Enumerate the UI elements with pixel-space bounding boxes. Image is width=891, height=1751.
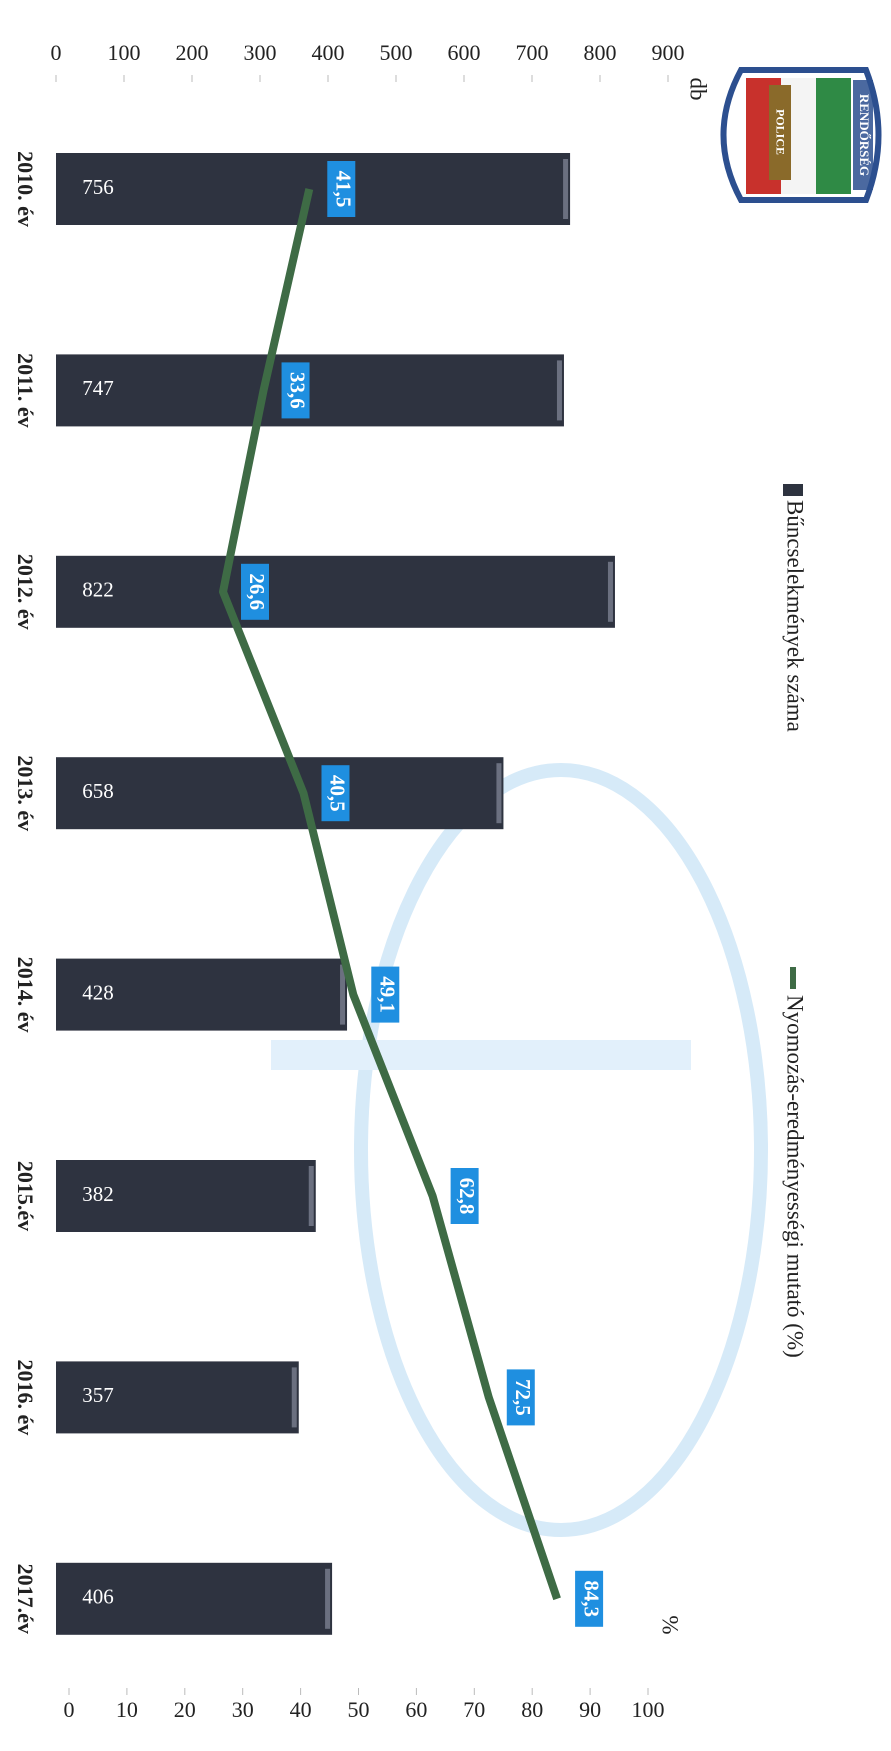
watermark <box>354 763 768 1537</box>
value-label-box <box>281 362 310 419</box>
value-label-box <box>450 1168 479 1224</box>
x-tick-label: 2014. év <box>13 957 38 1033</box>
bar-edge <box>291 1367 297 1428</box>
bar-value-label: 428 <box>82 980 114 1004</box>
y-tick-label: 300 <box>244 40 277 65</box>
line-value-label: 72,5 <box>511 1379 535 1416</box>
y-tick-label: 800 <box>584 40 617 65</box>
line-value-label: 41,5 <box>331 171 355 208</box>
bar-value-label: 406 <box>82 1585 114 1609</box>
y-tick-label: 0 <box>51 40 62 65</box>
bar-edge <box>496 763 502 824</box>
line-value-label: 26,6 <box>245 573 269 610</box>
y2-tick-label: 0 <box>64 1697 75 1722</box>
line <box>219 188 561 1601</box>
line-value-label: 62,8 <box>455 1178 479 1215</box>
y2-tick-label: 20 <box>174 1697 196 1722</box>
value-label-box <box>506 1369 535 1426</box>
bar <box>56 354 564 427</box>
bar-edge <box>325 1568 331 1629</box>
y2-tick-label: 70 <box>463 1697 485 1722</box>
y-tick-label: 400 <box>312 40 345 65</box>
x-tick-label: 2017.év <box>13 1564 38 1634</box>
x-tick-label: 2015.év <box>13 1161 38 1231</box>
bar-edge <box>340 964 346 1025</box>
bar <box>56 1160 316 1232</box>
bar-value-label: 382 <box>82 1182 114 1206</box>
bar-value-label: 822 <box>82 578 114 602</box>
value-label-box <box>575 1570 604 1627</box>
x-tick-label: 2012. év <box>13 554 38 630</box>
y2-tick-label: 90 <box>579 1697 601 1722</box>
y-tick-label: 500 <box>380 40 413 65</box>
watermark <box>271 1040 691 1070</box>
y2-tick-label: 60 <box>405 1697 427 1722</box>
y-axis-unit: db <box>686 78 711 101</box>
bar-value-label: 357 <box>82 1383 114 1407</box>
value-label-box <box>327 161 356 217</box>
bar <box>55 153 571 225</box>
bar <box>56 757 504 830</box>
value-label-box <box>241 563 270 620</box>
line-value-label: 49,1 <box>375 976 399 1013</box>
legend-swatch <box>783 484 803 496</box>
bar-edge <box>556 360 562 421</box>
bar <box>55 958 348 1031</box>
y-tick-label: 900 <box>652 40 685 65</box>
y2-tick-label: 50 <box>348 1697 370 1722</box>
y2-axis-unit: % <box>658 1615 683 1634</box>
bar <box>55 555 615 628</box>
x-tick-label: 2013. év <box>13 755 38 831</box>
logo-text: RENDŐRSÉG <box>857 94 872 176</box>
bar-value-label: 756 <box>82 175 114 199</box>
y2-tick-label: 30 <box>232 1697 254 1722</box>
legend-label: Nyomozás-eredményességi mutató (%) <box>783 995 808 1358</box>
y-tick-label: 700 <box>516 40 549 65</box>
bar-edge <box>607 561 613 622</box>
logo: RENDŐRSÉG RENDŐRSÉG POLICE <box>720 67 882 203</box>
line-value-label: 40,5 <box>326 775 350 812</box>
bar-edge <box>563 159 569 219</box>
x-tick-label: 2010. év <box>13 151 38 227</box>
x-tick-label: 2011. év <box>13 353 38 428</box>
y-tick-label: 200 <box>176 40 209 65</box>
line-value-label: 33,6 <box>286 372 310 409</box>
y2-tick-label: 40 <box>290 1697 312 1722</box>
legend-label: Bűncselekmények száma <box>783 500 808 732</box>
y2-tick-label: 10 <box>116 1697 138 1722</box>
y2-tick-label: 100 <box>632 1697 665 1722</box>
line-value-label: 84,3 <box>579 1580 603 1617</box>
bar-value-label: 658 <box>82 779 114 803</box>
value-label-box <box>371 966 400 1023</box>
y-tick-label: 100 <box>108 40 141 65</box>
bar-value-label: 747 <box>82 376 114 400</box>
bar-edge <box>308 1166 314 1226</box>
bar <box>56 1562 333 1635</box>
logo-text: POLICE <box>773 109 787 155</box>
bar <box>56 1361 299 1434</box>
y2-tick-label: 80 <box>521 1697 543 1722</box>
x-tick-label: 2016. év <box>13 1360 38 1436</box>
value-label-box <box>321 765 350 822</box>
rotated-chart: RENDŐRSÉG RENDŐRSÉG POLICE db % 01002003… <box>13 40 882 1722</box>
y-tick-label: 600 <box>448 40 481 65</box>
